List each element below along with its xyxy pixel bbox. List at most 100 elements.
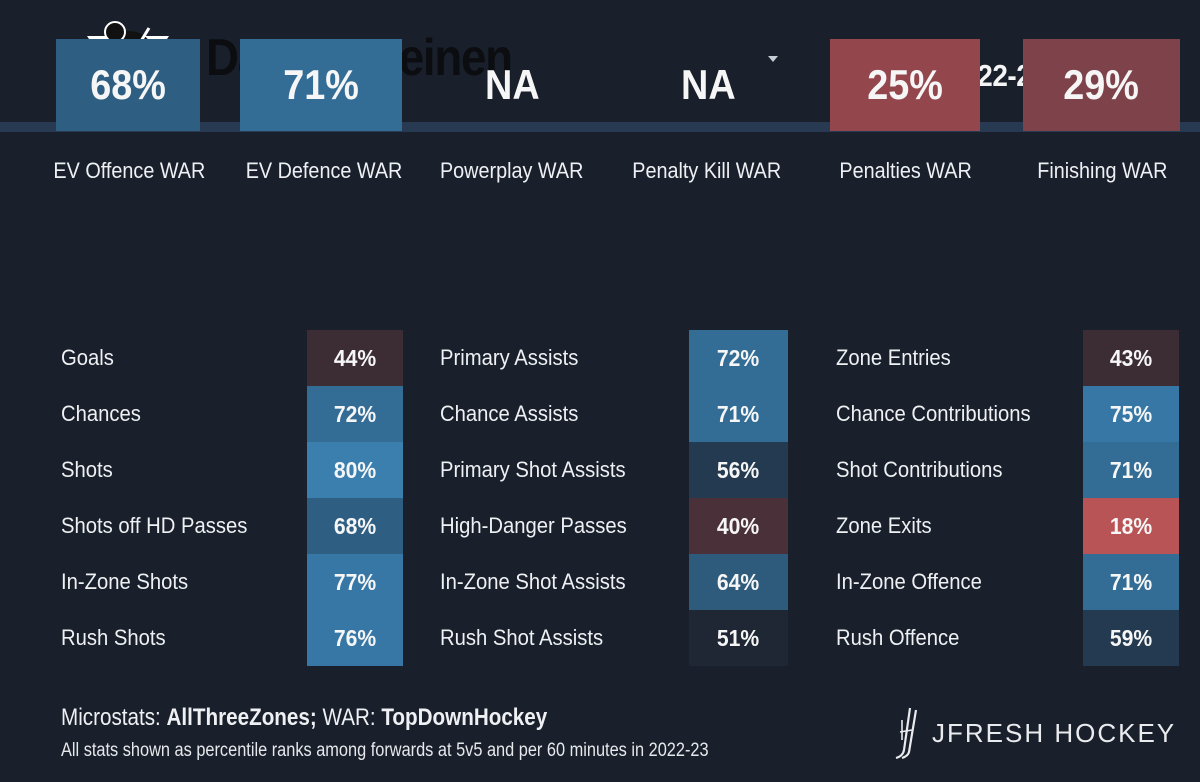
stat-value-cell: 43% (1083, 330, 1179, 386)
stat-value: 77% (333, 568, 377, 595)
stat-value-cell: 51% (689, 610, 788, 666)
war-penalty-kill: Penalty Kill WAR (622, 158, 792, 184)
stat-row-zone-entries: Zone Entries (836, 330, 961, 386)
stat-value-cell: 64% (689, 554, 788, 610)
stat-value: 56% (717, 456, 760, 483)
stat-value: 59% (1109, 624, 1153, 651)
stat-value: 71% (1109, 568, 1153, 595)
player-dropdown-caret-icon[interactable] (768, 56, 778, 62)
microstats-source: AllThreeZones; (166, 704, 317, 731)
stat-label: Chances (61, 401, 141, 426)
brand-name: JFRESH HOCKEY (932, 717, 1177, 748)
stat-row-in-zone-offence: In-Zone Offence (836, 554, 995, 610)
hockey-sticks-icon (895, 707, 918, 760)
header-divider (0, 122, 1200, 132)
war-source: TopDownHockey (381, 704, 548, 731)
stat-row-chance-assists: Chance Assists (440, 386, 590, 442)
stat-value: 72% (717, 344, 760, 371)
stat-row-shots: Shots (61, 442, 117, 498)
war-ev-defence: EV Defence WAR (237, 158, 407, 184)
stat-label: Shot Contributions (836, 457, 1003, 482)
stat-label: In-Zone Offence (836, 569, 982, 594)
stat-value: 44% (333, 344, 377, 371)
footnote: All stats shown as percentile ranks amon… (61, 740, 709, 761)
stat-value-cell: 59% (1083, 610, 1179, 666)
stat-value-cell: 71% (1083, 442, 1179, 498)
stat-label: In-Zone Shots (61, 569, 189, 594)
war-prefix: WAR: (316, 704, 382, 731)
war-label: Penalty Kill WAR (632, 158, 782, 183)
stat-row-rush-offence: Rush Offence (836, 610, 970, 666)
stat-label: Shots (61, 457, 113, 482)
war-value-box: NA (636, 39, 780, 131)
stat-value: 18% (1109, 512, 1153, 539)
brand-logo: JFRESH HOCKEY (890, 706, 1176, 760)
stat-label: Chance Contributions (836, 401, 1031, 426)
stat-value-cell: 44% (307, 330, 403, 386)
war-value-box: 71% (240, 39, 402, 131)
stat-label: Primary Shot Assists (440, 457, 626, 482)
stat-label: Shots off HD Passes (61, 513, 248, 538)
stat-value: 71% (1109, 456, 1153, 483)
stat-value-cell: 77% (307, 554, 403, 610)
stat-value: 43% (1109, 344, 1153, 371)
stat-row-shots-off-hd-passes: Shots off HD Passes (61, 498, 264, 554)
stat-label: Chance Assists (440, 401, 579, 426)
stat-value: 51% (717, 624, 760, 651)
stat-label: Rush Shot Assists (440, 625, 604, 650)
data-sources: Microstats: AllThreeZones; WAR: TopDownH… (61, 704, 547, 732)
war-value-box: 29% (1023, 39, 1180, 131)
stat-value-cell: 72% (307, 386, 403, 442)
stat-value: 72% (333, 400, 377, 427)
stat-row-rush-shots: Rush Shots (61, 610, 175, 666)
stat-value-cell: 71% (689, 386, 788, 442)
war-value: NA (680, 61, 736, 108)
stat-value: 80% (333, 456, 377, 483)
stat-label: Primary Assists (440, 345, 579, 370)
stat-row-in-zone-shot-assists: In-Zone Shot Assists (440, 554, 642, 610)
stat-label: Rush Shots (61, 625, 166, 650)
war-value: NA (484, 61, 540, 108)
war-finishing: Finishing WAR (1017, 158, 1187, 184)
stat-row-chance-contributions: Chance Contributions (836, 386, 1048, 442)
war-value: 29% (1063, 61, 1140, 108)
stat-row-primary-assists: Primary Assists (440, 330, 590, 386)
stat-label: In-Zone Shot Assists (440, 569, 626, 594)
stat-label: Rush Offence (836, 625, 960, 650)
stat-row-zone-exits: Zone Exits (836, 498, 940, 554)
stat-value: 64% (717, 568, 760, 595)
war-label: Finishing WAR (1036, 158, 1168, 183)
stat-value-cell: 71% (1083, 554, 1179, 610)
stat-value-cell: 56% (689, 442, 788, 498)
war-label: Powerplay WAR (440, 158, 584, 183)
war-value-box: 25% (830, 39, 980, 131)
stat-row-primary-shot-assists: Primary Shot Assists (440, 442, 642, 498)
war-ev-offence: EV Offence WAR (44, 158, 214, 184)
stat-label: High-Danger Passes (440, 513, 627, 538)
stat-value: 68% (333, 512, 377, 539)
stat-value-cell: 18% (1083, 498, 1179, 554)
stat-value-cell: 68% (307, 498, 403, 554)
war-powerplay: Powerplay WAR (427, 158, 597, 184)
stat-row-rush-shot-assists: Rush Shot Assists (440, 610, 617, 666)
stat-value-cell: 76% (307, 610, 403, 666)
stat-label: Zone Entries (836, 345, 951, 370)
microstats-prefix: Microstats: (61, 704, 167, 731)
stat-row-high-danger-passes: High-Danger Passes (440, 498, 643, 554)
stat-label: Zone Exits (836, 513, 932, 538)
war-label: Penalties WAR (839, 158, 973, 183)
war-value: 68% (90, 61, 166, 108)
stat-row-shot-contributions: Shot Contributions (836, 442, 1017, 498)
stat-value-cell: 80% (307, 442, 403, 498)
war-penalties: Penalties WAR (821, 158, 991, 184)
stat-row-chances: Chances (61, 386, 148, 442)
stat-label: Goals (61, 345, 114, 370)
stat-value: 75% (1109, 400, 1153, 427)
stat-value: 40% (717, 512, 760, 539)
war-value: 25% (867, 61, 943, 108)
stat-row-in-zone-shots: In-Zone Shots (61, 554, 199, 610)
war-value: 71% (283, 61, 359, 108)
war-value-box: NA (440, 39, 584, 131)
war-label: EV Offence WAR (53, 158, 205, 183)
stat-value: 76% (333, 624, 377, 651)
